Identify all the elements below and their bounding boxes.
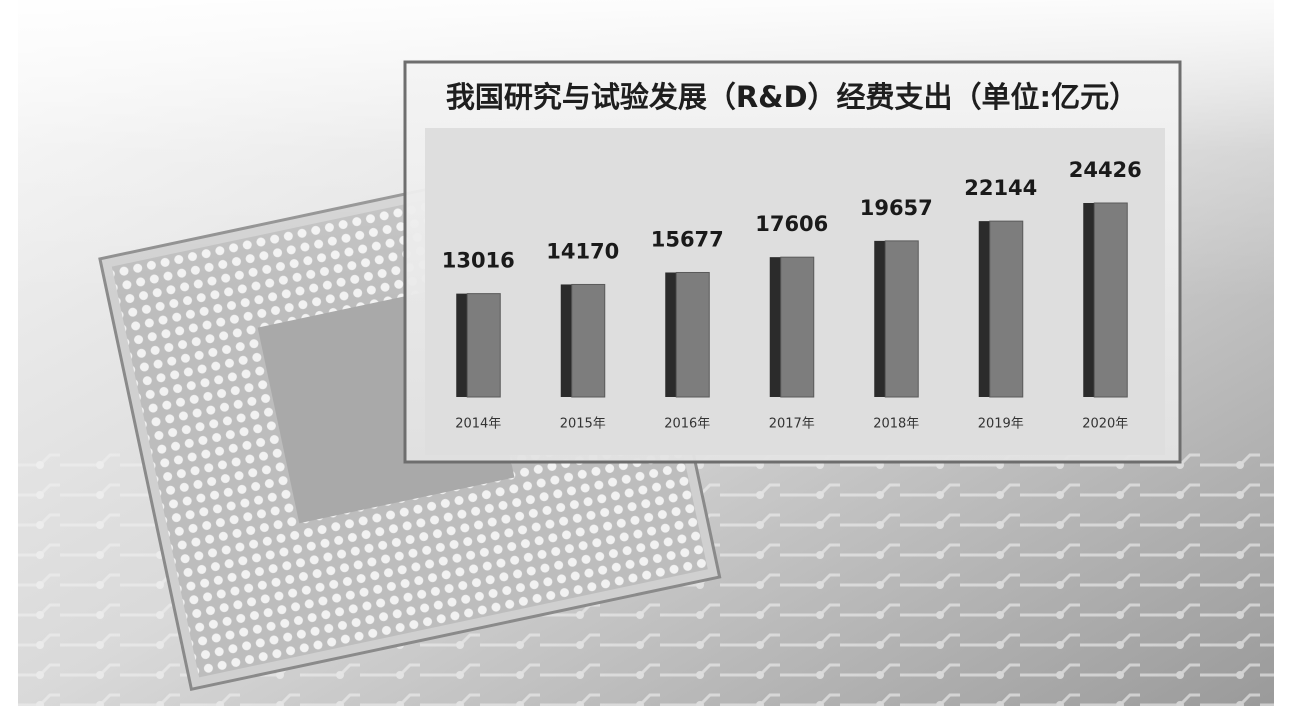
chart-title: 我国研究与试验发展（R&D）经费支出（单位:亿元） <box>446 80 1138 114</box>
bar <box>676 272 709 397</box>
bar-side <box>1083 203 1094 397</box>
bar-side <box>456 294 467 397</box>
page: 我国研究与试验发展（R&D）经费支出（单位:亿元） 2014年 13016 2015… <box>0 0 1296 714</box>
x-tick-label: 2019年 <box>978 417 1024 432</box>
x-tick-label: 2014年 <box>455 417 501 432</box>
value-label: 17606 <box>755 212 828 236</box>
bar-side <box>874 241 885 397</box>
bar <box>781 257 814 397</box>
value-label: 15677 <box>651 227 724 251</box>
bar <box>1094 203 1127 397</box>
bar <box>990 221 1023 397</box>
bar-side <box>979 221 990 397</box>
bar <box>467 294 500 397</box>
bar <box>885 241 918 397</box>
bar <box>572 284 605 397</box>
x-tick-label: 2018年 <box>873 417 919 432</box>
bar-side <box>665 272 676 397</box>
bar-side <box>770 257 781 397</box>
infographic: 我国研究与试验发展（R&D）经费支出（单位:亿元） 2014年 13016 2015… <box>0 0 1296 714</box>
value-label: 14170 <box>546 239 619 263</box>
x-tick-label: 2017年 <box>769 417 815 432</box>
x-tick-label: 2015年 <box>560 417 606 432</box>
x-tick-label: 2020年 <box>1082 417 1128 432</box>
value-label: 22144 <box>964 176 1037 200</box>
bar-side <box>561 284 572 397</box>
value-label: 24426 <box>1069 158 1142 182</box>
value-label: 19657 <box>860 196 933 220</box>
value-label: 13016 <box>442 249 515 273</box>
x-tick-label: 2016年 <box>664 417 710 432</box>
